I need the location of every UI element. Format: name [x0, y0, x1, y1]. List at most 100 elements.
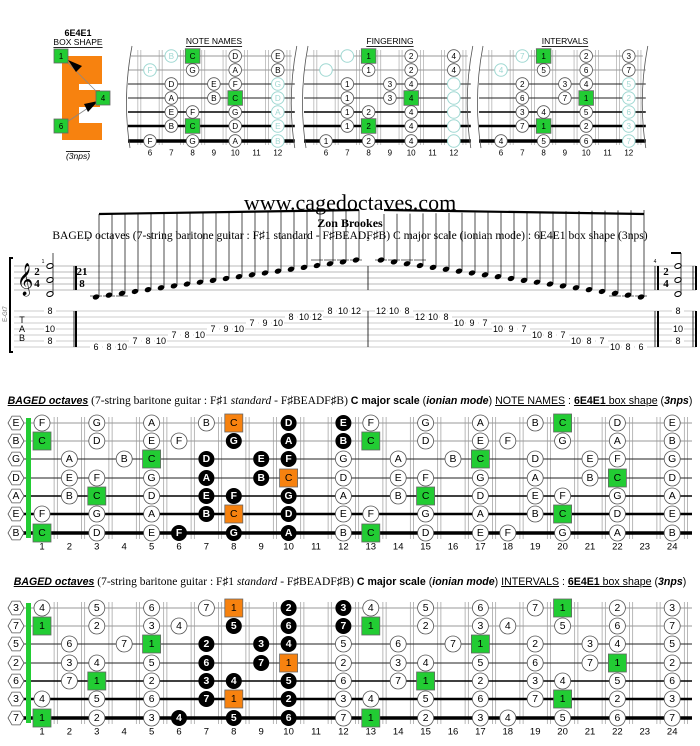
marker-label: F — [285, 454, 291, 465]
marker-label: 6 — [669, 676, 675, 687]
fretboard-note: G — [554, 432, 571, 450]
box-note-circle — [198, 673, 215, 689]
shape-marker-1: 1 — [53, 48, 69, 64]
tab-bg — [427, 313, 439, 321]
note-circle — [33, 505, 51, 523]
open-string-hexagon — [7, 488, 25, 504]
note-circle — [663, 414, 681, 432]
fretboard-note: 5 — [334, 635, 352, 653]
open-string: 7 — [7, 710, 25, 726]
root-square-green — [416, 671, 436, 691]
note-head — [390, 259, 398, 265]
fret-number: 10 — [407, 149, 416, 158]
root-square-green — [95, 90, 111, 106]
fretboard-note: 6 — [280, 618, 297, 634]
marker-label: D — [285, 418, 293, 429]
marker-label: D — [668, 473, 676, 484]
fret-number: 13 — [366, 542, 377, 553]
box-shape-nps: (3nps) — [66, 151, 90, 161]
fretboard-note: F — [171, 525, 187, 541]
marker-label: E — [340, 509, 347, 520]
note-circle — [143, 134, 157, 148]
mini-diagram-title: FINGERING — [366, 36, 413, 46]
fretboard-note: 1 — [87, 671, 107, 691]
mini-note: 2 — [360, 118, 377, 134]
fret-number: 2 — [67, 542, 72, 553]
mini-note: D — [228, 49, 242, 63]
marker-label: 3 — [587, 639, 593, 650]
open-string-hexagon — [7, 618, 25, 634]
tab-bg — [142, 337, 154, 345]
fretboard-note: B — [663, 524, 681, 542]
marker-label: 3 — [341, 603, 347, 614]
title-part: C major scale — [350, 395, 420, 407]
root-square-orange — [279, 653, 299, 673]
fretboard-note: B — [663, 432, 681, 450]
fretboard-note: F — [362, 505, 380, 523]
fretboard-note: 6 — [663, 672, 681, 690]
marker-label: B — [203, 509, 211, 520]
fretboard-note: 2 — [280, 691, 297, 707]
tab-bg — [453, 319, 465, 327]
marker-label: 1 — [366, 66, 371, 75]
marker-label: 1 — [345, 94, 350, 103]
mini-note: A — [228, 63, 242, 77]
fret-number: 8 — [541, 149, 546, 158]
root-square-orange — [224, 504, 244, 524]
tab-fret-number: 7 — [132, 336, 137, 346]
note-head — [416, 262, 424, 269]
marker-label: 1 — [59, 52, 63, 61]
tab-fret-number: 10 — [493, 324, 503, 334]
mini-note: 2 — [579, 49, 593, 63]
open-string-label: E — [13, 509, 20, 520]
note-circle — [663, 709, 681, 727]
mini-note: 1 — [361, 63, 376, 77]
note-circle — [417, 654, 435, 672]
fret-number: 7 — [520, 149, 525, 158]
note-circle — [362, 414, 380, 432]
mini-note: A — [271, 105, 285, 119]
fret-number: 12 — [449, 149, 458, 158]
box-note-circle — [253, 636, 270, 652]
fret-number: 7 — [169, 149, 174, 158]
note-circle — [389, 672, 407, 690]
marker-label: C — [232, 94, 238, 103]
note-circle — [33, 690, 51, 708]
note-circle — [88, 709, 106, 727]
root-square-orange — [224, 598, 244, 618]
note-circle — [581, 654, 599, 672]
note-circle — [663, 524, 681, 542]
fret-number: 8 — [231, 542, 236, 553]
note-head — [442, 266, 450, 272]
marker-label: G — [230, 528, 238, 539]
marker-label: 6 — [532, 658, 538, 669]
fretboard-note: C — [224, 413, 244, 433]
fret-number: 10 — [283, 727, 294, 738]
marker-label: 5 — [627, 80, 632, 89]
wavy-edge-right — [466, 45, 474, 149]
fret-number: 20 — [557, 727, 568, 738]
open-string-hexagon — [7, 673, 25, 689]
note-circle — [115, 450, 133, 468]
tab-bg — [466, 319, 478, 327]
fret-number: 6 — [148, 149, 153, 158]
box-note-circle — [225, 488, 242, 504]
mini-note: 4 — [494, 134, 508, 148]
marker-label: 2 — [94, 713, 100, 724]
note-head — [170, 283, 178, 289]
marker-label: 6 — [478, 603, 484, 614]
note-circle — [579, 105, 593, 119]
marker-label: A — [232, 66, 238, 75]
open-string-label: 5 — [13, 639, 19, 650]
box-shape-label: BOX SHAPE — [53, 37, 102, 47]
title-part: ) — [494, 576, 502, 588]
mini-note — [447, 77, 461, 91]
marker-label: D — [93, 436, 101, 447]
note-circle — [622, 63, 636, 77]
marker-label: 2 — [627, 94, 632, 103]
fretboard-note: 4 — [362, 599, 380, 617]
fret-number: 3 — [94, 542, 99, 553]
note-circle — [471, 654, 489, 672]
marker-label: 3 — [388, 80, 393, 89]
